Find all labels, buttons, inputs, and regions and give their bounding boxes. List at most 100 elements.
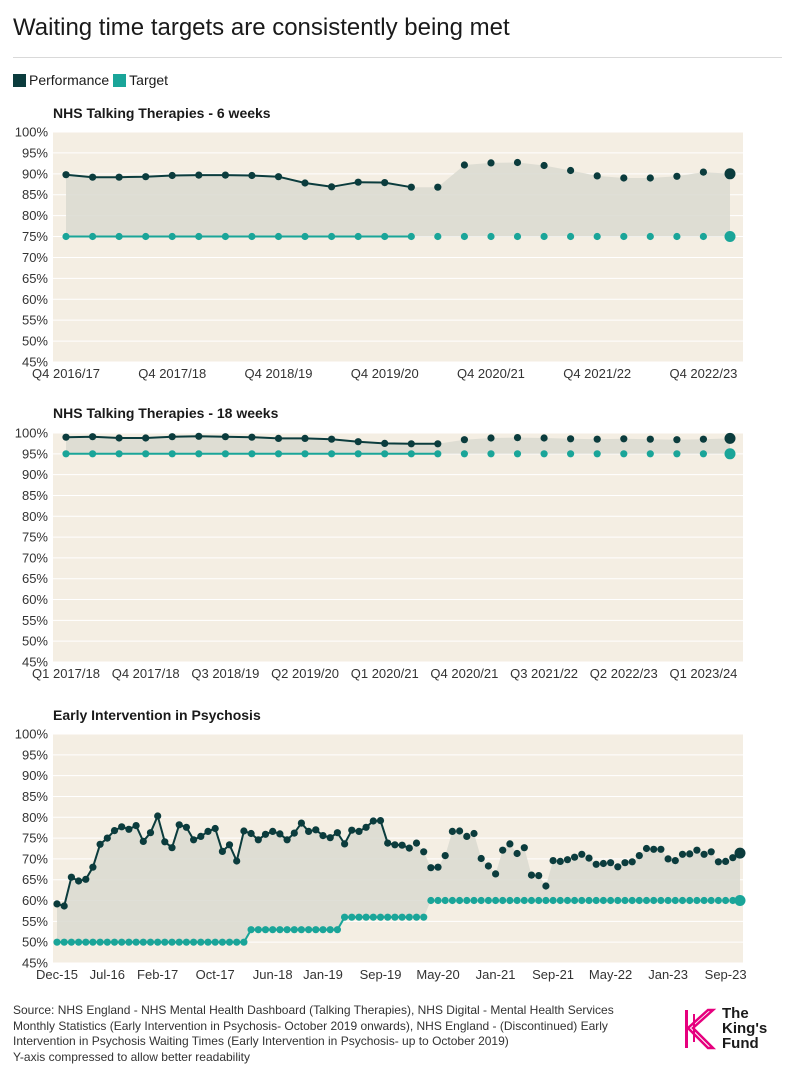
y-tick-label: 60% xyxy=(22,893,48,908)
target-point xyxy=(67,938,75,946)
performance-point xyxy=(513,158,522,167)
target-point xyxy=(118,938,126,946)
y-tick-label: 90% xyxy=(22,166,48,181)
legend: Performance Target xyxy=(13,72,172,88)
target-point xyxy=(110,938,119,946)
x-tick-label: Jun-18 xyxy=(253,967,293,982)
performance-point xyxy=(477,854,485,863)
performance-point xyxy=(540,161,548,170)
performance-point xyxy=(635,852,643,860)
target-point xyxy=(381,450,389,458)
performance-point xyxy=(274,434,283,442)
y-tick-label: 90% xyxy=(22,467,48,482)
performance-point xyxy=(620,435,628,443)
performance-point xyxy=(290,829,298,837)
legend-item-target: Target xyxy=(113,72,168,88)
performance-point xyxy=(161,838,169,846)
target-point xyxy=(657,896,665,905)
performance-point xyxy=(190,836,198,844)
performance-point xyxy=(693,846,701,854)
chart-title-eip: Early Intervention in Psychosis xyxy=(53,707,261,723)
x-tick-label: Sep-21 xyxy=(532,967,574,982)
y-tick-label: 55% xyxy=(22,914,48,929)
x-tick-label: Q3 2021/22 xyxy=(510,666,578,681)
target-point xyxy=(540,232,548,241)
plot-background xyxy=(53,433,743,662)
performance-point xyxy=(567,166,575,175)
kings-fund-logo: The King's Fund xyxy=(682,1006,782,1056)
target-point xyxy=(540,450,548,458)
performance-point xyxy=(333,829,341,837)
target-point xyxy=(290,926,298,934)
y-tick-label: 65% xyxy=(22,271,48,286)
legend-label-target: Target xyxy=(129,72,169,88)
target-point xyxy=(283,926,291,934)
performance-point xyxy=(248,171,256,180)
x-tick-label: Jan-19 xyxy=(303,967,343,982)
y-tick-label: 75% xyxy=(22,229,48,244)
y-tick-label: 50% xyxy=(22,935,48,950)
chart-title-6-weeks: NHS Talking Therapies - 6 weeks xyxy=(53,105,271,121)
chart-eip: Early Intervention in Psychosis 45% 50% 55… xyxy=(0,704,795,984)
performance-point xyxy=(664,855,672,863)
performance-point xyxy=(305,827,313,835)
target-point xyxy=(506,896,514,905)
target-point xyxy=(89,938,97,946)
target-point xyxy=(563,896,572,905)
target-point xyxy=(195,232,203,241)
y-tick-label: 95% xyxy=(22,747,48,762)
logo-line-1: The xyxy=(722,1005,749,1022)
performance-point xyxy=(614,863,622,871)
y-tick-label: 85% xyxy=(22,789,48,804)
target-point xyxy=(535,896,543,905)
target-point xyxy=(254,926,262,934)
y-tick-label: 60% xyxy=(22,592,48,607)
performance-point xyxy=(441,852,449,860)
performance-point xyxy=(657,845,665,853)
target-point xyxy=(326,926,334,934)
performance-point xyxy=(593,435,601,443)
performance-point xyxy=(247,829,255,838)
performance-point xyxy=(540,434,548,442)
legend-swatch-performance xyxy=(13,73,26,87)
target-point xyxy=(139,938,147,946)
performance-point xyxy=(527,871,536,879)
target-point xyxy=(448,896,456,905)
performance-point xyxy=(269,827,277,835)
performance-point xyxy=(154,812,162,820)
target-point xyxy=(328,232,336,241)
target-point xyxy=(328,450,336,458)
target-point xyxy=(362,913,370,921)
y-tick-label: 85% xyxy=(22,488,48,503)
target-point xyxy=(333,926,341,934)
performance-point xyxy=(125,825,133,833)
performance-point xyxy=(484,862,492,870)
performance-point xyxy=(420,848,428,856)
performance-point xyxy=(115,173,123,181)
y-tick-label: 70% xyxy=(22,550,48,565)
target-point xyxy=(142,450,150,458)
y-tick-label: 95% xyxy=(22,446,48,461)
target-point xyxy=(233,938,241,946)
performance-point xyxy=(376,817,385,825)
target-point xyxy=(729,896,737,905)
target-point xyxy=(225,938,234,946)
chart-svg-eip: 45% 50% 55% 60% 65% 70% 75% 80% 85% 90% 95% 100% Dec… xyxy=(15,727,747,983)
performance-point xyxy=(354,438,362,446)
target-point xyxy=(673,450,681,458)
target-point xyxy=(354,232,362,241)
y-tick-label: 80% xyxy=(22,810,48,825)
target-point xyxy=(434,896,442,905)
target-point xyxy=(341,913,349,921)
target-point xyxy=(376,913,385,921)
target-point xyxy=(407,450,415,458)
target-point xyxy=(484,896,492,905)
page-title: Waiting time targets are consistently be… xyxy=(13,14,510,41)
target-point xyxy=(355,913,363,921)
kings-fund-k-icon xyxy=(685,1008,717,1050)
target-point xyxy=(146,938,155,946)
performance-point xyxy=(398,841,406,849)
target-point xyxy=(269,926,277,934)
target-point xyxy=(646,232,654,241)
performance-point xyxy=(301,179,309,187)
